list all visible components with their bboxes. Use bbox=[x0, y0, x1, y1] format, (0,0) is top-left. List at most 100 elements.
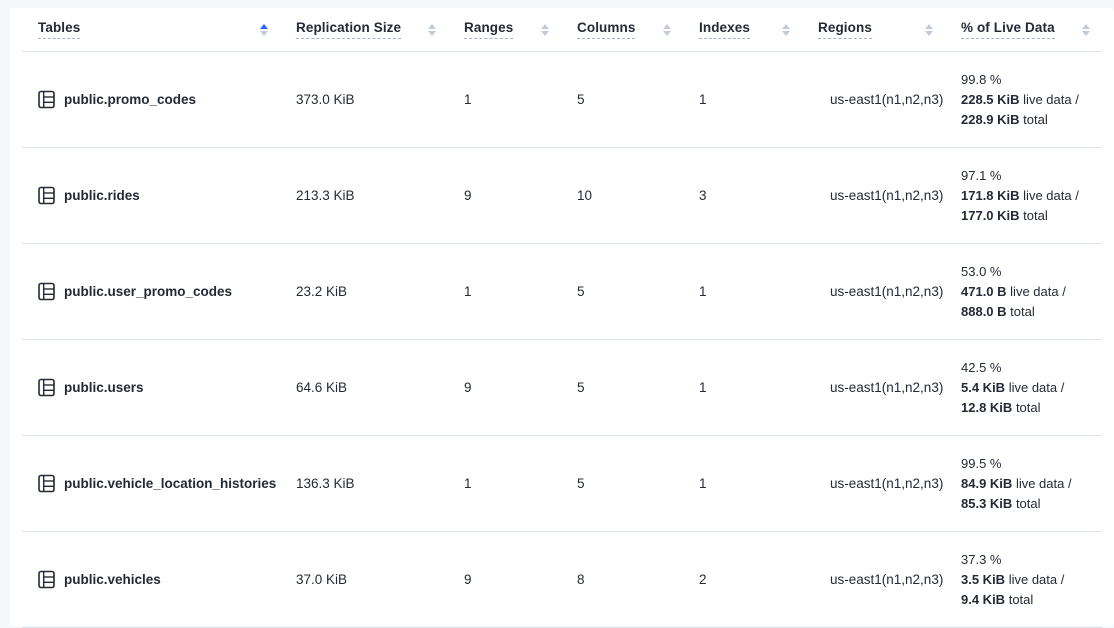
column-header-ranges-label: Ranges bbox=[464, 20, 514, 39]
sort-icon[interactable] bbox=[663, 23, 671, 36]
table-name-cell[interactable]: public.rides bbox=[22, 186, 280, 205]
live-data-amount: 3.5 KiB live data / bbox=[961, 571, 1065, 587]
replication-size-cell: 64.6 KiB bbox=[296, 380, 348, 395]
column-header-tables-label: Tables bbox=[38, 20, 81, 39]
replication-size-cell: 37.0 KiB bbox=[296, 572, 348, 587]
table-name-cell[interactable]: public.vehicle_location_histories bbox=[22, 474, 280, 493]
live-data-percent: 99.5 % bbox=[961, 455, 1002, 471]
table-name: public.vehicle_location_histories bbox=[64, 476, 277, 491]
table-icon bbox=[38, 570, 55, 589]
table-row[interactable]: public.user_promo_codes 23.2 KiB 1 5 1 u… bbox=[22, 244, 1102, 340]
column-header-replication-size[interactable]: Replication Size bbox=[280, 8, 448, 51]
replication-size-cell: 23.2 KiB bbox=[296, 284, 348, 299]
table-name-cell[interactable]: public.user_promo_codes bbox=[22, 282, 280, 301]
live-data-cell: 97.1 % 171.8 KiB live data / 177.0 KiB t… bbox=[945, 166, 1102, 226]
table-icon bbox=[38, 474, 55, 493]
table-icon bbox=[38, 378, 55, 397]
table-row[interactable]: public.rides 213.3 KiB 9 10 3 us-east1(n… bbox=[22, 148, 1102, 244]
table-row[interactable]: public.vehicles 37.0 KiB 9 8 2 us-east1(… bbox=[22, 532, 1102, 628]
regions-cell: us-east1(n1,n2,n3) bbox=[830, 92, 944, 107]
ranges-cell: 9 bbox=[464, 188, 472, 203]
replication-size-cell: 373.0 KiB bbox=[296, 92, 355, 107]
sort-icon[interactable] bbox=[1082, 23, 1090, 36]
table-icon bbox=[38, 282, 55, 301]
indexes-cell: 1 bbox=[699, 284, 707, 299]
columns-cell: 8 bbox=[577, 572, 585, 587]
table-row[interactable]: public.vehicle_location_histories 136.3 … bbox=[22, 436, 1102, 532]
regions-cell: us-east1(n1,n2,n3) bbox=[830, 572, 944, 587]
ranges-cell: 1 bbox=[464, 284, 472, 299]
sort-icon[interactable] bbox=[782, 23, 790, 36]
live-data-amount: 84.9 KiB live data / bbox=[961, 475, 1072, 491]
live-data-percent: 37.3 % bbox=[961, 551, 1002, 567]
column-header-regions[interactable]: Regions bbox=[802, 8, 945, 51]
total-data-amount: 177.0 KiB total bbox=[961, 207, 1048, 223]
total-data-amount: 85.3 KiB total bbox=[961, 495, 1041, 511]
live-data-amount: 171.8 KiB live data / bbox=[961, 187, 1079, 203]
table-icon bbox=[38, 90, 55, 109]
table-header-row: Tables Replication Size Ranges Columns I… bbox=[22, 8, 1102, 52]
total-data-amount: 228.9 KiB total bbox=[961, 111, 1048, 127]
sort-icon[interactable] bbox=[428, 23, 436, 36]
ranges-cell: 9 bbox=[464, 380, 472, 395]
total-data-amount: 12.8 KiB total bbox=[961, 399, 1041, 415]
regions-cell: us-east1(n1,n2,n3) bbox=[830, 476, 944, 491]
indexes-cell: 2 bbox=[699, 572, 707, 587]
tables-table: Tables Replication Size Ranges Columns I… bbox=[22, 8, 1102, 628]
live-data-cell: 99.5 % 84.9 KiB live data / 85.3 KiB tot… bbox=[945, 454, 1102, 514]
sort-icon[interactable] bbox=[541, 23, 549, 36]
regions-cell: us-east1(n1,n2,n3) bbox=[830, 380, 944, 395]
live-data-percent: 99.8 % bbox=[961, 71, 1002, 87]
tables-list-card: Tables Replication Size Ranges Columns I… bbox=[10, 8, 1114, 628]
column-header-live-data[interactable]: % of Live Data bbox=[945, 8, 1102, 51]
total-data-amount: 9.4 KiB total bbox=[961, 591, 1034, 607]
live-data-cell: 53.0 % 471.0 B live data / 888.0 B total bbox=[945, 262, 1102, 322]
table-body: public.promo_codes 373.0 KiB 1 5 1 us-ea… bbox=[22, 52, 1102, 628]
column-header-columns-label: Columns bbox=[577, 20, 636, 39]
column-header-tables[interactable]: Tables bbox=[22, 8, 280, 51]
live-data-percent: 53.0 % bbox=[961, 263, 1002, 279]
live-data-cell: 99.8 % 228.5 KiB live data / 228.9 KiB t… bbox=[945, 70, 1102, 130]
live-data-amount: 228.5 KiB live data / bbox=[961, 91, 1079, 107]
indexes-cell: 1 bbox=[699, 92, 707, 107]
table-name-cell[interactable]: public.promo_codes bbox=[22, 90, 280, 109]
live-data-cell: 37.3 % 3.5 KiB live data / 9.4 KiB total bbox=[945, 550, 1102, 610]
table-name: public.vehicles bbox=[64, 572, 161, 587]
columns-cell: 10 bbox=[577, 188, 593, 203]
table-name: public.user_promo_codes bbox=[64, 284, 233, 299]
sort-icon[interactable] bbox=[925, 23, 933, 36]
live-data-amount: 5.4 KiB live data / bbox=[961, 379, 1065, 395]
total-data-amount: 888.0 B total bbox=[961, 303, 1035, 319]
column-header-indexes-label: Indexes bbox=[699, 20, 750, 39]
columns-cell: 5 bbox=[577, 476, 585, 491]
ranges-cell: 1 bbox=[464, 92, 472, 107]
columns-cell: 5 bbox=[577, 380, 585, 395]
column-header-replication-size-label: Replication Size bbox=[296, 20, 402, 39]
column-header-regions-label: Regions bbox=[818, 20, 872, 39]
live-data-percent: 97.1 % bbox=[961, 167, 1002, 183]
indexes-cell: 1 bbox=[699, 476, 707, 491]
regions-cell: us-east1(n1,n2,n3) bbox=[830, 188, 944, 203]
column-header-indexes[interactable]: Indexes bbox=[683, 8, 802, 51]
columns-cell: 5 bbox=[577, 92, 585, 107]
ranges-cell: 1 bbox=[464, 476, 472, 491]
column-header-ranges[interactable]: Ranges bbox=[448, 8, 561, 51]
table-icon bbox=[38, 186, 55, 205]
column-header-columns[interactable]: Columns bbox=[561, 8, 683, 51]
ranges-cell: 9 bbox=[464, 572, 472, 587]
sort-ascending-icon[interactable] bbox=[260, 23, 268, 36]
table-name-cell[interactable]: public.users bbox=[22, 378, 280, 397]
table-row[interactable]: public.promo_codes 373.0 KiB 1 5 1 us-ea… bbox=[22, 52, 1102, 148]
table-name-cell[interactable]: public.vehicles bbox=[22, 570, 280, 589]
indexes-cell: 1 bbox=[699, 380, 707, 395]
live-data-percent: 42.5 % bbox=[961, 359, 1002, 375]
table-row[interactable]: public.users 64.6 KiB 9 5 1 us-east1(n1,… bbox=[22, 340, 1102, 436]
live-data-amount: 471.0 B live data / bbox=[961, 283, 1066, 299]
indexes-cell: 3 bbox=[699, 188, 707, 203]
table-name: public.promo_codes bbox=[64, 92, 197, 107]
regions-cell: us-east1(n1,n2,n3) bbox=[830, 284, 944, 299]
columns-cell: 5 bbox=[577, 284, 585, 299]
replication-size-cell: 213.3 KiB bbox=[296, 188, 355, 203]
replication-size-cell: 136.3 KiB bbox=[296, 476, 355, 491]
table-name: public.users bbox=[64, 380, 144, 395]
